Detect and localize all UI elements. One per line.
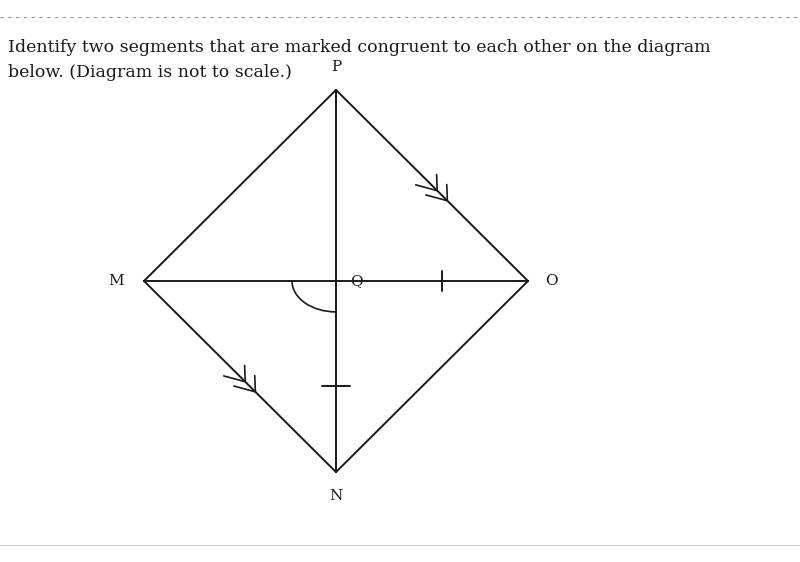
Text: O: O	[546, 274, 558, 288]
Text: Q: Q	[350, 274, 363, 288]
Text: M: M	[108, 274, 124, 288]
Text: Identify two segments that are marked congruent to each other on the diagram
bel: Identify two segments that are marked co…	[8, 39, 710, 81]
Text: P: P	[331, 60, 341, 74]
Text: N: N	[330, 489, 342, 503]
